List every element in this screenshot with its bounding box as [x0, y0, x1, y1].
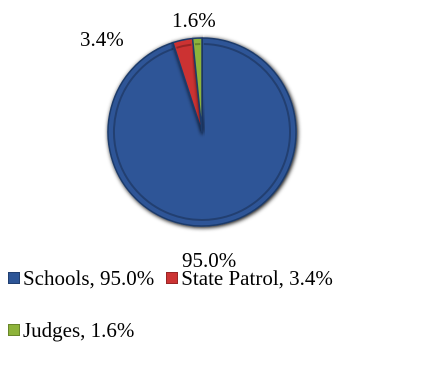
legend-row: Schools, 95.0% State Patrol, 3.4%: [8, 266, 438, 290]
legend-item-state-patrol: State Patrol, 3.4%: [166, 267, 333, 289]
legend-label-schools: Schools, 95.0%: [23, 267, 154, 289]
legend-item-judges: Judges, 1.6%: [8, 319, 134, 341]
data-label-state-patrol: 3.4%: [80, 27, 124, 51]
legend-label-state-patrol: State Patrol, 3.4%: [181, 267, 333, 289]
pie-slices: [108, 38, 296, 226]
legend-row: Judges, 1.6%: [8, 318, 438, 342]
legend-swatch-state-patrol: [166, 272, 178, 284]
data-label-judges: 1.6%: [172, 8, 216, 32]
chart-legend: Schools, 95.0% State Patrol, 3.4% Judges…: [8, 266, 438, 370]
legend-label-judges: Judges, 1.6%: [23, 319, 134, 341]
legend-item-schools: Schools, 95.0%: [8, 267, 154, 289]
legend-swatch-schools: [8, 272, 20, 284]
legend-swatch-judges: [8, 324, 20, 336]
